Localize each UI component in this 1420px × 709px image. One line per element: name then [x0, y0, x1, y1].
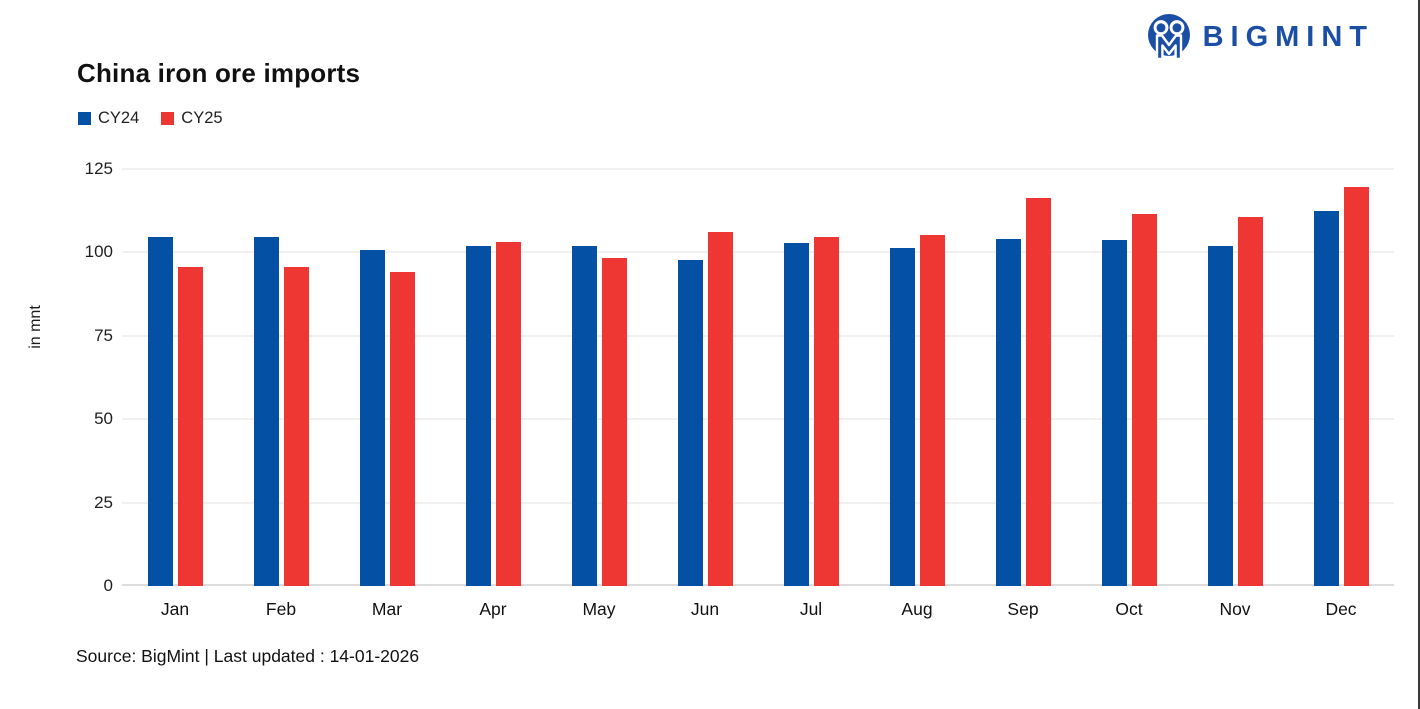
bigmint-logo-text: BIGMINT — [1202, 21, 1374, 53]
bar-group-mar — [334, 169, 440, 586]
bar-cy24-nov — [1207, 246, 1233, 586]
legend-item-cy25: CY25 — [161, 109, 223, 128]
x-axis-label-apr: Apr — [479, 599, 507, 619]
bar-group-dec — [1288, 169, 1394, 586]
bar-group-may — [546, 169, 652, 586]
bar-group-feb — [228, 169, 334, 586]
legend-label-cy24: CY24 — [98, 109, 140, 127]
bar-group-jul — [758, 169, 864, 586]
source-note: Source: BigMint | Last updated : 14-01-2… — [76, 646, 420, 666]
x-axis-label-oct: Oct — [1115, 599, 1143, 619]
x-axis: Jan Feb Mar Apr May Jun Jul Aug Sep Oct Nov Dec — [122, 599, 1394, 620]
bigmint-logo-icon — [1147, 14, 1190, 61]
bar-group-nov — [1182, 169, 1288, 586]
x-axis-label-feb: Feb — [265, 599, 297, 619]
gridline-50 — [122, 418, 1394, 421]
bigmint-logo: BIGMINT — [1147, 14, 1374, 61]
legend-swatch-cy24 — [78, 112, 91, 125]
x-axis-line — [122, 584, 1394, 586]
bar-cy25-dec — [1343, 186, 1369, 586]
x-axis-label-mar: Mar — [371, 599, 403, 619]
bar-cy24-may — [571, 245, 597, 586]
gridline-125 — [122, 168, 1394, 170]
bar-cy24-jan — [147, 236, 173, 586]
bar-cy25-sep — [1025, 198, 1051, 586]
legend-label-cy25: CY25 — [181, 109, 223, 127]
bar-cy25-mar — [389, 272, 415, 586]
bar-cy25-feb — [283, 266, 309, 586]
x-axis-label-jul: Jul — [799, 599, 823, 619]
bar-cy25-may — [601, 258, 627, 586]
bar-cy24-sep — [995, 238, 1021, 586]
y-axis: 0 25 50 75 100 125 — [13, 160, 113, 594]
bar-cy25-jan — [177, 266, 203, 586]
bar-group-apr — [440, 169, 546, 586]
x-axis-label-dec: Dec — [1325, 599, 1357, 619]
y-tick-label-0: 0 — [103, 576, 113, 595]
bar-cy25-oct — [1131, 214, 1157, 586]
legend-swatch-cy25 — [161, 112, 175, 125]
gridline-100 — [122, 251, 1394, 254]
legend: CY24 CY25 — [78, 109, 223, 128]
bar-cy24-apr — [465, 246, 491, 586]
legend-item-cy24: CY24 — [78, 109, 139, 128]
x-axis-label-aug: Aug — [901, 599, 933, 619]
x-axis-label-sep: Sep — [1007, 599, 1039, 619]
bar-group-aug — [864, 169, 970, 586]
y-tick-label-50: 50 — [94, 409, 113, 429]
bar-group-oct — [1076, 169, 1182, 586]
bar-cy24-dec — [1313, 210, 1339, 586]
bar-cy25-aug — [919, 235, 945, 586]
gridline-25 — [122, 501, 1394, 504]
y-axis-title: in mnt — [27, 305, 44, 349]
y-tick-label-75: 75 — [94, 325, 113, 345]
bar-group-sep — [970, 169, 1076, 586]
x-axis-label-jan: Jan — [160, 599, 190, 619]
x-axis-label-nov: Nov — [1219, 599, 1251, 619]
bar-cy24-jul — [783, 242, 809, 586]
plot-area — [122, 168, 1394, 586]
y-tick-label-125: 125 — [84, 159, 113, 178]
bar-cy24-feb — [253, 236, 279, 586]
bar-cy24-aug — [889, 247, 915, 586]
bar-groups — [122, 169, 1394, 586]
x-axis-label-may: May — [582, 599, 616, 619]
bar-group-jun — [652, 169, 758, 586]
bar-cy24-mar — [359, 250, 385, 586]
x-axis-label-jun: Jun — [690, 599, 720, 619]
y-tick-label-25: 25 — [94, 492, 113, 512]
bar-cy24-jun — [677, 260, 703, 586]
bar-group-jan — [122, 169, 228, 586]
bar-cy25-apr — [495, 241, 521, 586]
bar-cy25-jul — [813, 237, 839, 586]
chart-title: China iron ore imports — [77, 58, 361, 88]
gridline-75 — [122, 334, 1394, 337]
y-tick-label-100: 100 — [84, 242, 113, 262]
bar-cy25-nov — [1237, 217, 1263, 586]
bar-cy25-jun — [707, 232, 733, 586]
bar-cy24-oct — [1101, 239, 1127, 586]
